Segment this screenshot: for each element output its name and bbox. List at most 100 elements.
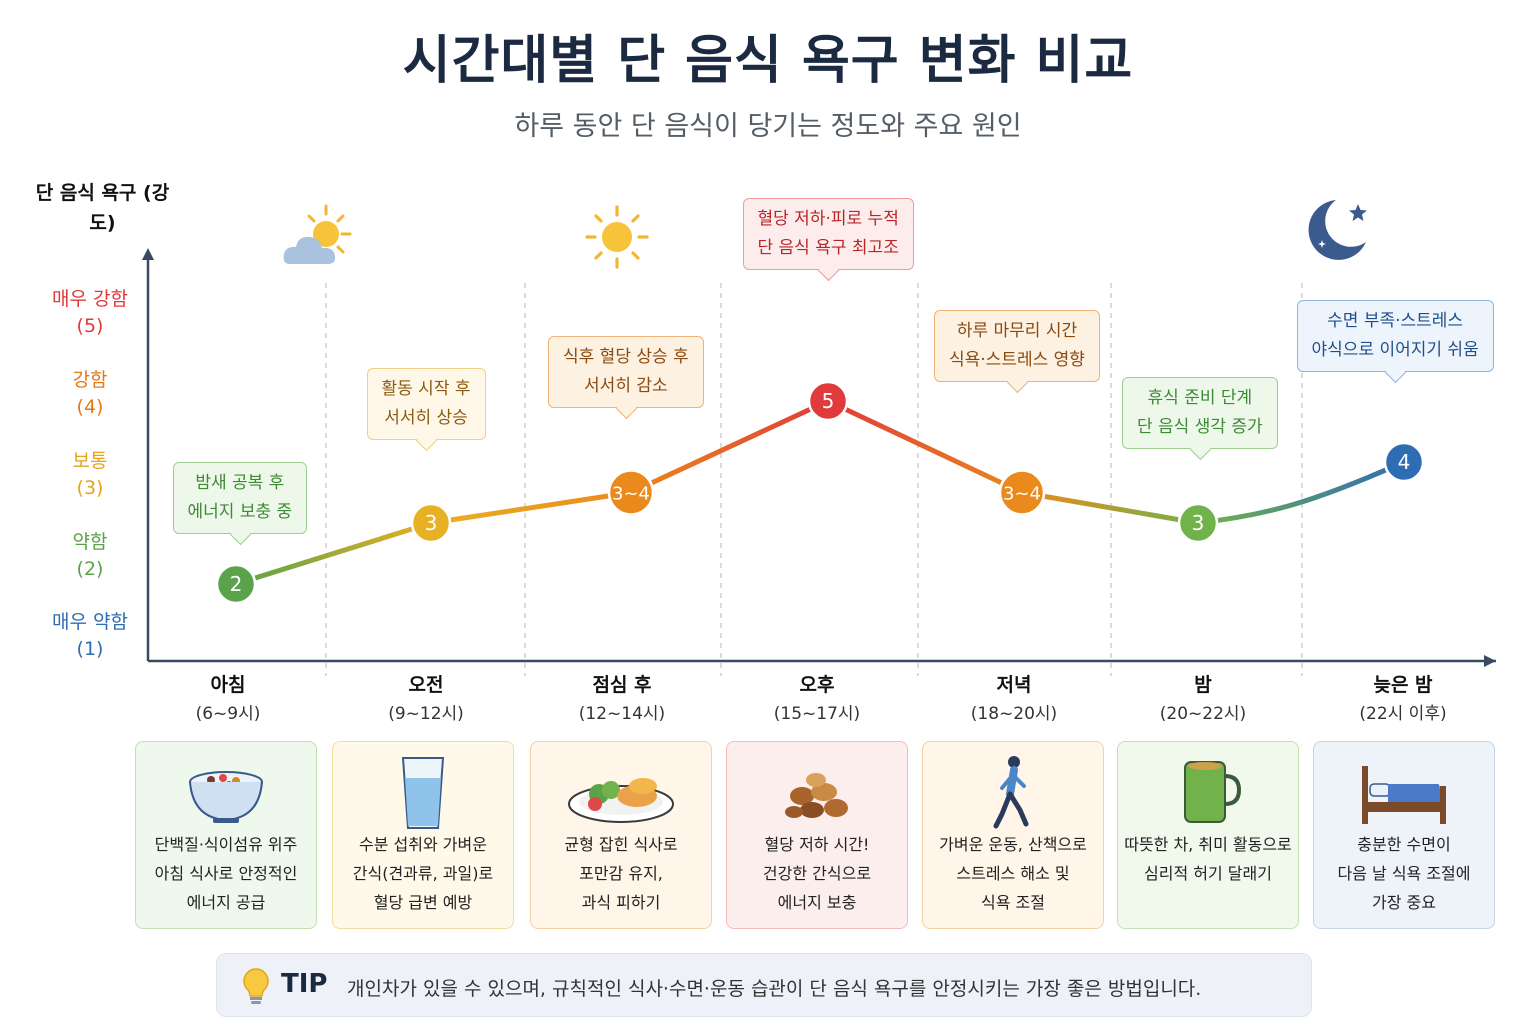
data-point — [607, 469, 655, 516]
tip-card-line: 심리적 허기 달래기 — [1144, 864, 1272, 883]
y-tick-label: 약함 (2) — [30, 529, 150, 583]
tip-card-line: 에너지 공급 — [186, 893, 266, 912]
data-point-label: 3 — [1192, 511, 1205, 535]
x-tick-range: (22시 이후) — [1359, 704, 1447, 724]
y-tick-value: (5) — [76, 315, 104, 337]
line-chart: 2 3 3~4 5 3~4 3 4 — [142, 248, 1496, 676]
x-tick-label: 오전 (9~12시) — [336, 671, 516, 729]
tip-card-line: 혈당 급변 예방 — [373, 893, 473, 912]
y-tick-label: 보통 (3) — [30, 448, 150, 502]
x-tick-name: 점심 후 — [592, 674, 652, 696]
data-point-label: 2 — [230, 572, 243, 596]
tip-card-line: 과식 피하기 — [581, 893, 661, 912]
annotation-line: 에너지 보충 중 — [187, 502, 293, 522]
tip-card-line: 균형 잡힌 식사로 — [564, 835, 678, 854]
y-tick-name: 보통 — [72, 450, 108, 472]
annotation-line: 수면 부족·스트레스 — [1327, 311, 1464, 331]
tip-card-line: 가벼운 운동, 산책으로 — [939, 835, 1087, 854]
annotation-callout: 식후 혈당 상승 후 서서히 감소 — [548, 336, 704, 420]
cloud-sun-icon — [283, 204, 352, 264]
x-tick-name: 아침 — [210, 674, 246, 696]
data-point — [1177, 502, 1219, 544]
y-tick-name: 매우 강함 — [52, 288, 128, 310]
x-tick-range: (20~22시) — [1159, 704, 1247, 724]
annotation-line: 밤새 공복 후 — [195, 473, 285, 493]
annotation-line: 하루 마무리 시간 — [956, 321, 1078, 341]
x-tick-label: 점심 후 (12~14시) — [532, 671, 712, 729]
tip-card-line: 에너지 보충 — [777, 893, 857, 912]
tip-box: TIP 개인차가 있을 수 있으며, 규칙적인 식사·수면·운동 습관이 단 음… — [216, 953, 1312, 1017]
x-tick-label: 오후 (15~17시) — [727, 671, 907, 729]
y-tick-value: (2) — [76, 558, 104, 580]
x-tick-name: 오후 — [799, 674, 835, 696]
y-tick-value: (3) — [76, 477, 104, 499]
page-title: 시간대별 단 음식 욕구 변화 비교 — [402, 31, 1134, 91]
annotation-line: 활동 시작 후 — [381, 379, 471, 399]
nuts-icon — [727, 752, 907, 838]
tip-card-line: 포만감 유지, — [579, 864, 663, 883]
x-tick-range: (15~17시) — [773, 704, 861, 724]
x-tick-range: (12~14시) — [578, 704, 666, 724]
x-tick-label: 저녁 (18~20시) — [924, 671, 1104, 729]
data-point-label: 3 — [425, 511, 438, 535]
annotation-callout: 혈당 저하·피로 누적 단 음식 욕구 최고조 — [742, 198, 914, 282]
annotation-line: 식욕·스트레스 영향 — [949, 350, 1085, 370]
y-tick-value: (1) — [76, 638, 104, 660]
page-subtitle: 하루 동안 단 음식이 당기는 정도와 주요 원인 — [514, 111, 1022, 142]
balanced-meal-icon — [531, 752, 711, 838]
data-line — [233, 398, 1407, 587]
tip-card-line: 스트레스 해소 및 — [956, 864, 1070, 883]
y-tick-name: 강함 — [72, 369, 108, 391]
tip-card-line: 간식(견과류, 과일)로 — [352, 864, 494, 883]
tip-card-line: 혈당 저하 시간! — [764, 835, 870, 854]
data-point — [410, 502, 452, 544]
data-point — [1383, 441, 1425, 483]
x-tick-range: (18~20시) — [970, 704, 1058, 724]
x-tick-range: (9~12시) — [388, 704, 464, 724]
y-axis-title: 단 음식 욕구 (강도) — [35, 182, 170, 234]
x-tick-label: 밤 (20~22시) — [1113, 671, 1293, 729]
tip-card: 혈당 저하 시간! 건강한 간식으로 에너지 보충 — [726, 741, 908, 929]
y-tick-label: 강함 (4) — [30, 367, 150, 421]
y-tick-name: 매우 약함 — [52, 611, 128, 633]
annotation-line: 서서히 감소 — [584, 376, 668, 396]
annotation-callout: 수면 부족·스트레스 야식으로 이어지기 쉬움 — [1296, 300, 1494, 384]
tip-card-line: 수분 섭취와 가벼운 — [359, 835, 487, 854]
walking-person-icon — [923, 752, 1103, 838]
x-tick-label: 늦은 밤 (22시 이후) — [1313, 671, 1493, 729]
x-tick-name: 오전 — [408, 674, 444, 696]
tip-card-line: 단백질·식이섬유 위주 — [154, 835, 298, 854]
data-point — [998, 469, 1046, 516]
annotation-line: 서서히 상승 — [384, 408, 468, 428]
bed-icon — [1314, 752, 1494, 838]
annotation-line: 단 음식 생각 증가 — [1137, 417, 1263, 437]
annotation-line: 휴식 준비 단계 — [1147, 388, 1253, 408]
data-point-label: 5 — [822, 389, 835, 413]
tip-text: 개인차가 있을 수 있으며, 규칙적인 식사·수면·운동 습관이 단 음식 욕구… — [347, 978, 1202, 1000]
x-tick-name: 저녁 — [996, 674, 1032, 696]
tip-card-line: 따뜻한 차, 취미 활동으로 — [1124, 835, 1292, 854]
data-point-label: 4 — [1398, 450, 1411, 474]
x-tick-range: (6~9시) — [195, 704, 261, 724]
tip-label: TIP — [281, 969, 328, 999]
lightbulb-icon — [243, 968, 269, 1004]
data-point-label: 3~4 — [612, 484, 650, 505]
x-tick-name: 늦은 밤 — [1373, 674, 1433, 696]
data-point-label: 3~4 — [1003, 484, 1041, 505]
tip-card-line: 아침 식사로 안정적인 — [154, 864, 298, 883]
y-tick-label: 매우 약함 (1) — [30, 609, 150, 663]
water-glass-icon — [333, 752, 513, 838]
tip-card-line: 식욕 조절 — [981, 893, 1045, 912]
